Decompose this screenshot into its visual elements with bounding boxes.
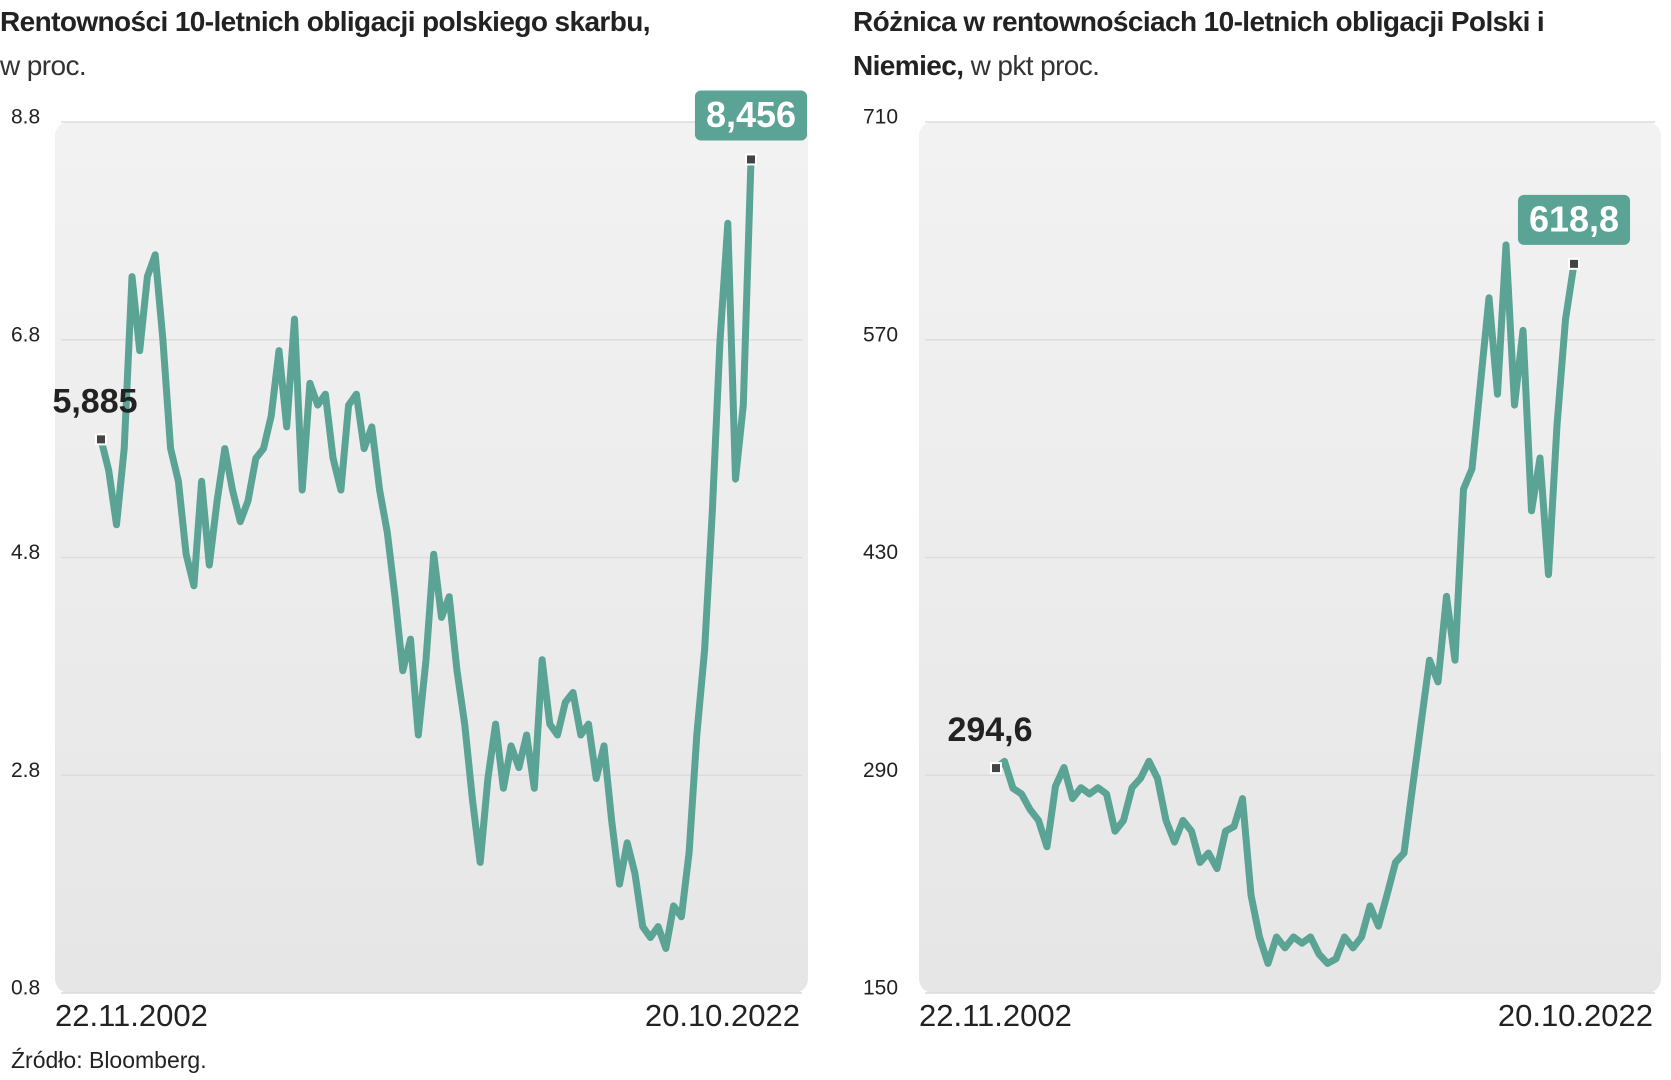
y-tick-label: 8.8 bbox=[11, 106, 40, 129]
y-tick-label: 430 bbox=[863, 541, 898, 564]
y-tick-label: 4.8 bbox=[11, 541, 40, 564]
y-tick-label: 6.8 bbox=[11, 323, 40, 346]
x-tick-label: 22.11.2002 bbox=[919, 998, 1072, 1033]
chart-title-block: Różnica w rentownościach 10-letnich obli… bbox=[853, 0, 1563, 88]
data-line bbox=[97, 159, 755, 952]
y-tick-label: 150 bbox=[863, 977, 898, 1000]
y-tick-label: 2.8 bbox=[11, 759, 40, 782]
y-tick-label: 0.8 bbox=[11, 977, 40, 1000]
y-tick-label: 570 bbox=[863, 323, 898, 346]
y-tick-label: 710 bbox=[863, 106, 898, 129]
x-tick-label: 22.11.2002 bbox=[55, 998, 208, 1033]
value-label-box: 618,8 bbox=[1517, 194, 1631, 245]
value-label-box: 8,456 bbox=[694, 90, 808, 141]
source: Źródło: Bloomberg. bbox=[11, 1047, 207, 1073]
end-marker bbox=[990, 762, 1002, 775]
chart-title: Rentowności 10-letnich obligacji polskie… bbox=[0, 6, 651, 37]
value-label: 294,6 bbox=[947, 711, 1032, 749]
label-background bbox=[694, 90, 808, 141]
end-marker bbox=[745, 153, 757, 166]
end-marker bbox=[95, 433, 107, 446]
value-label: 5,885 bbox=[52, 382, 137, 420]
chart-subtitle: w proc. bbox=[0, 50, 87, 81]
chart-title-block: Rentowności 10-letnich obligacji polskie… bbox=[0, 0, 651, 88]
x-tick-label: 20.10.2022 bbox=[1498, 998, 1653, 1033]
x-tick-label: 20.10.2022 bbox=[645, 998, 800, 1033]
chart-title: Różnica w rentownościach 10-letnich obli… bbox=[853, 6, 1545, 81]
value-label: 8,456 bbox=[706, 94, 796, 135]
data-line bbox=[993, 241, 1578, 967]
label-background bbox=[1517, 194, 1631, 245]
end-marker bbox=[1568, 257, 1580, 270]
chart-subtitle: w pkt proc. bbox=[970, 50, 1100, 81]
y-tick-label: 290 bbox=[863, 759, 898, 782]
value-label: 618,8 bbox=[1529, 198, 1619, 239]
